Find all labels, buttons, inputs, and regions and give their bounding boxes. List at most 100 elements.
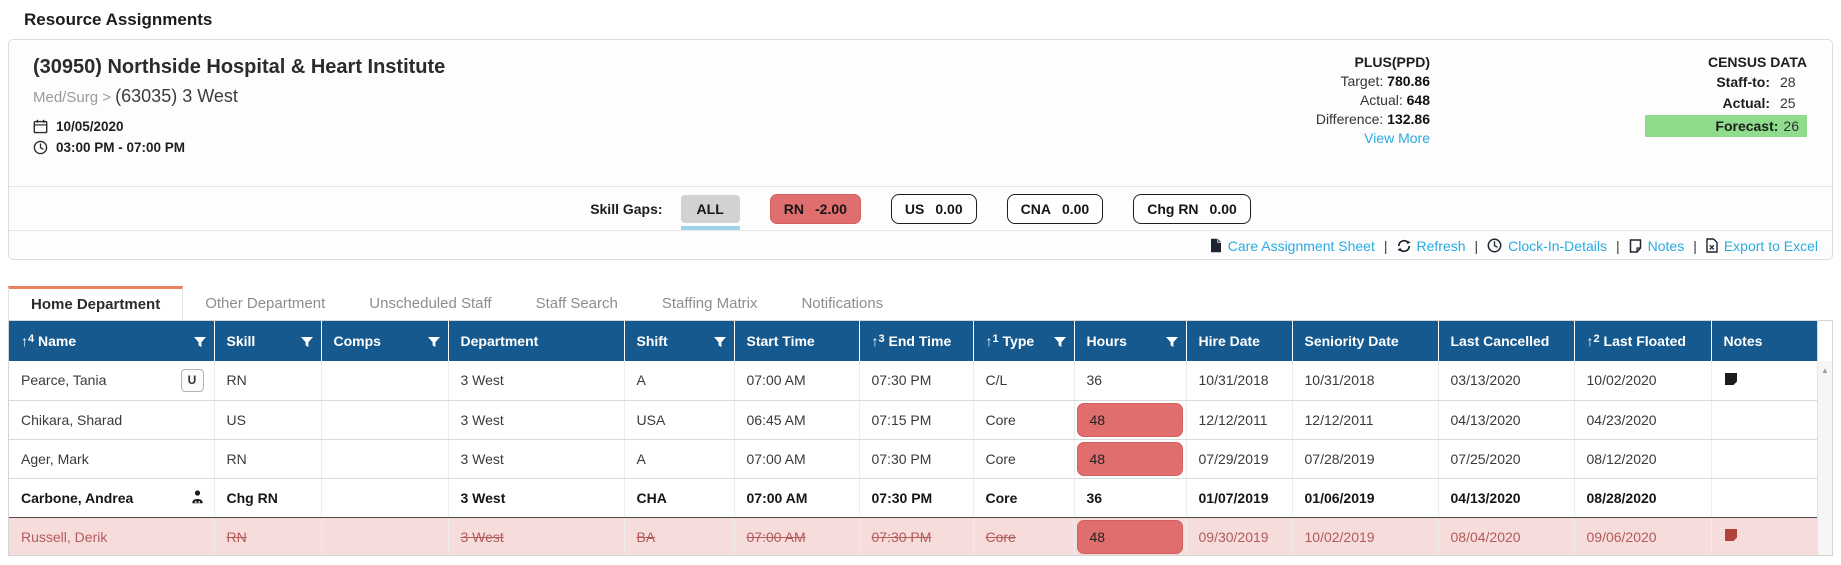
- plus-difference-row: Difference: 132.86: [1150, 111, 1430, 127]
- note-icon[interactable]: [1724, 372, 1738, 386]
- filter-icon[interactable]: [1165, 335, 1179, 351]
- unscheduled-badge[interactable]: U: [180, 368, 204, 392]
- census-actual-row: Actual: 25: [1723, 94, 1807, 112]
- column-header-seniority-date[interactable]: Seniority Date: [1292, 321, 1439, 361]
- last-cancelled-cell: 03/13/2020: [1438, 361, 1575, 401]
- time-row: 03:00 PM - 07:00 PM: [33, 140, 1832, 155]
- filter-icon[interactable]: [713, 335, 727, 351]
- start-time-cell: 07:00 AM: [734, 477, 860, 518]
- table-header-row: ↑4 Name Skill Comps Department Shift Sta…: [9, 321, 1817, 361]
- scroll-up-arrow-icon[interactable]: ▲: [1821, 366, 1829, 375]
- census-staff-to-label: Staff-to:: [1716, 74, 1770, 90]
- census-forecast-input[interactable]: 26: [1783, 118, 1799, 134]
- plus-ppd-block: PLUS(PPD) Target: 780.86 Actual: 648 Dif…: [1150, 54, 1430, 146]
- plus-actual-row: Actual: 648: [1150, 92, 1430, 108]
- table-row-cancelled[interactable]: Russell, Derik RN 3 West BA 07:00 AM 07:…: [9, 517, 1817, 555]
- last-floated-cell: 08/28/2020: [1574, 477, 1712, 518]
- last-floated-cell: 08/12/2020: [1574, 439, 1712, 479]
- tab-notifications[interactable]: Notifications: [801, 294, 884, 312]
- end-time-cell: 07:30 PM: [859, 477, 974, 518]
- column-header-comps[interactable]: Comps: [321, 321, 449, 361]
- breadcrumb-current: (63035) 3 West: [115, 86, 238, 106]
- type-cell: Core: [973, 517, 1075, 555]
- notes-cell: [1711, 439, 1817, 479]
- column-header-skill[interactable]: Skill: [214, 321, 322, 361]
- hours-cell: 48: [1074, 517, 1187, 555]
- header-card-top: (30950) Northside Hospital & Heart Insti…: [9, 40, 1832, 186]
- plus-difference-value: 132.86: [1387, 111, 1430, 127]
- plus-difference-label: Difference:: [1315, 111, 1384, 127]
- filter-icon[interactable]: [193, 335, 207, 351]
- table-row[interactable]: Ager, Mark RN 3 West A 07:00 AM 07:30 PM…: [9, 439, 1817, 479]
- type-cell: Core: [973, 477, 1075, 518]
- header-card: (30950) Northside Hospital & Heart Insti…: [8, 39, 1833, 260]
- plus-actual-label: Actual:: [1359, 92, 1403, 108]
- scrollbar-track[interactable]: ▲: [1817, 361, 1832, 555]
- filter-icon[interactable]: [427, 335, 441, 351]
- export-to-excel-link[interactable]: Export to Excel: [1706, 238, 1818, 254]
- clock-in-details-link[interactable]: Clock-In-Details: [1487, 238, 1607, 254]
- column-label: Notes: [1723, 333, 1763, 349]
- view-more-link[interactable]: View More: [1364, 130, 1430, 146]
- comps-cell: [321, 400, 449, 440]
- tab-other-department[interactable]: Other Department: [205, 294, 326, 312]
- chip-label: US: [904, 200, 925, 217]
- last-cancelled-cell: 04/13/2020: [1438, 400, 1575, 440]
- name-cell: Carbone, Andrea: [9, 477, 215, 518]
- census-staff-to-row: Staff-to: 28: [1716, 73, 1807, 91]
- table-row[interactable]: Pearce, Tania U RN 3 West A 07:00 AM 07:3…: [9, 361, 1817, 401]
- notes-link[interactable]: Notes: [1629, 238, 1684, 254]
- end-time-cell: 07:30 PM: [859, 517, 974, 555]
- link-separator: |: [1474, 237, 1479, 254]
- name-cell: Chikara, Sharad: [9, 400, 215, 440]
- sort-asc-icon: ↑: [1586, 333, 1594, 349]
- skill-gap-chip-us[interactable]: US 0.00: [890, 193, 977, 224]
- department-cell: 3 West: [448, 477, 625, 518]
- table-row[interactable]: Chikara, Sharad US 3 West USA 06:45 AM 0…: [9, 400, 1817, 440]
- breadcrumb: Med/Surg > (63035) 3 West: [33, 86, 1832, 107]
- table-row[interactable]: Carbone, Andrea Chg RN 3 West CHA 07:00 …: [9, 477, 1817, 518]
- column-header-department[interactable]: Department: [448, 321, 625, 361]
- column-label: Shift: [636, 333, 668, 349]
- tab-unscheduled-staff[interactable]: Unscheduled Staff: [369, 294, 492, 312]
- column-header-end-time[interactable]: ↑3 End Time: [859, 321, 974, 361]
- column-header-shift[interactable]: Shift: [624, 321, 735, 361]
- skill-gap-chip-chg-rn[interactable]: Chg RN 0.00: [1133, 193, 1251, 224]
- notes-cell: [1711, 400, 1817, 440]
- filter-icon[interactable]: [300, 335, 314, 351]
- skill-gap-chip-rn[interactable]: RN -2.00: [769, 193, 861, 224]
- notes-icon: [1629, 238, 1641, 253]
- column-header-start-time[interactable]: Start Time: [734, 321, 860, 361]
- column-header-notes[interactable]: Notes: [1711, 321, 1817, 361]
- sort-order: 1: [992, 333, 999, 345]
- column-header-hours[interactable]: Hours: [1074, 321, 1187, 361]
- column-header-name[interactable]: ↑4 Name: [9, 321, 215, 361]
- link-separator: |: [1615, 237, 1620, 254]
- sort-order: 4: [28, 333, 35, 345]
- census-actual-input[interactable]: 25: [1775, 94, 1807, 112]
- tab-staff-search[interactable]: Staff Search: [535, 294, 618, 312]
- column-header-last-cancelled[interactable]: Last Cancelled: [1438, 321, 1575, 361]
- sort-order: 3: [878, 333, 885, 345]
- note-icon[interactable]: [1724, 528, 1738, 542]
- last-floated-cell: 04/23/2020: [1574, 400, 1712, 440]
- filter-icon[interactable]: [1053, 335, 1067, 351]
- staff-name: Pearce, Tania: [21, 372, 107, 389]
- column-header-hire-date[interactable]: Hire Date: [1186, 321, 1293, 361]
- chip-value: 0.00: [1061, 200, 1090, 217]
- skill-gap-chip-all[interactable]: ALL: [680, 194, 740, 230]
- column-label: End Time: [888, 333, 952, 349]
- refresh-link[interactable]: Refresh: [1396, 238, 1466, 254]
- tab-staffing-matrix[interactable]: Staffing Matrix: [661, 294, 758, 312]
- chip-label: ALL: [696, 200, 724, 217]
- end-time-cell: 07:30 PM: [859, 361, 974, 401]
- vertical-scrollbar[interactable]: ▲: [1817, 321, 1832, 555]
- column-header-type[interactable]: ↑1 Type: [973, 321, 1075, 361]
- breadcrumb-parent[interactable]: Med/Surg: [33, 89, 99, 106]
- tab-home-department[interactable]: Home Department: [8, 286, 184, 320]
- census-staff-to-input[interactable]: 28: [1775, 73, 1807, 91]
- plus-actual-value: 648: [1406, 92, 1430, 108]
- care-assignment-sheet-link[interactable]: Care Assignment Sheet: [1210, 238, 1375, 254]
- column-header-last-floated[interactable]: ↑2 Last Floated: [1574, 321, 1712, 361]
- skill-gap-chip-cna[interactable]: CNA 0.00: [1006, 193, 1104, 224]
